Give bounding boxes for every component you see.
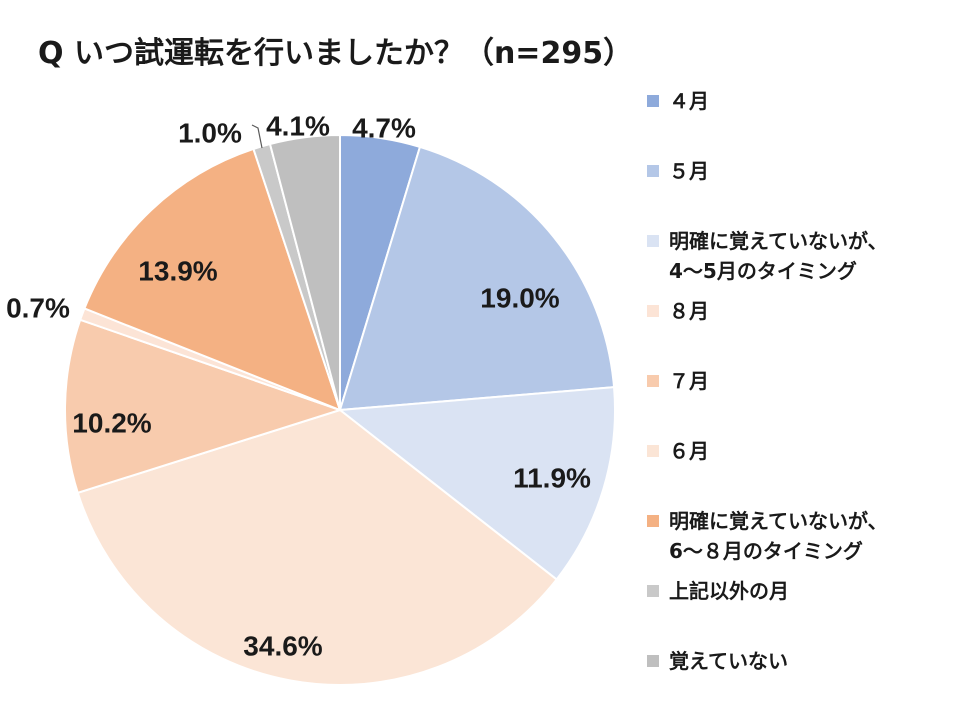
leader-line — [251, 124, 263, 149]
legend-swatch — [647, 515, 659, 527]
pie-slice-8 — [268, 133, 341, 411]
legend-label: ７月 — [669, 369, 709, 393]
data-label-1: 19.0% — [480, 282, 559, 313]
legend-swatch — [647, 445, 659, 457]
pie-slice-3 — [76, 408, 559, 686]
legend-swatch — [647, 95, 659, 107]
legend-label: ５月 — [669, 159, 709, 183]
legend-label: 明確に覚えていないが、 6～８月のタイミング — [669, 509, 888, 563]
legend-swatch — [647, 375, 659, 387]
legend-item: 明確に覚えていないが、 4～5月のタイミング — [645, 226, 950, 296]
legend-label: ８月 — [669, 299, 709, 323]
legend-item: ６月 — [645, 436, 950, 506]
legend-item: 覚えていない — [645, 646, 950, 716]
legend-label: 覚えていない — [669, 649, 788, 673]
legend-swatch — [647, 585, 659, 597]
data-label-5: 0.7% — [6, 292, 70, 323]
data-label-3: 34.6% — [243, 630, 322, 661]
legend-item: ８月 — [645, 296, 950, 366]
legend-label: ４月 — [669, 89, 709, 113]
legend-label: 明確に覚えていないが、 4～5月のタイミング — [669, 229, 888, 283]
pie-slice-1 — [338, 145, 616, 412]
legend: ４月 ５月明確に覚えていないが、 4～5月のタイミング ８月 ７月 ６月明確に覚えていな… — [645, 86, 950, 716]
legend-item: 明確に覚えていないが、 6～８月のタイミング — [645, 506, 950, 576]
pie-chart: 4.7% 19.0% 11.9% 34.6% 10.2% 0.7% 13.9% 1.0% 4.1… — [6, 110, 616, 686]
legend-swatch — [647, 235, 659, 247]
legend-label: ６月 — [669, 439, 709, 463]
legend-swatch — [647, 165, 659, 177]
legend-item: 上記以外の月 — [645, 576, 950, 646]
pie-slice-6 — [83, 147, 342, 412]
legend-item: ４月 — [645, 86, 950, 156]
legend-item: ５月 — [645, 156, 950, 226]
legend-item: ７月 — [645, 366, 950, 436]
data-label-4: 10.2% — [72, 407, 151, 438]
data-label-7: 1.0% — [178, 117, 242, 148]
data-label-0: 4.7% — [352, 112, 416, 143]
legend-swatch — [647, 655, 659, 667]
legend-label: 上記以外の月 — [669, 579, 789, 603]
data-label-8: 4.1% — [266, 110, 330, 141]
data-label-6: 13.9% — [138, 255, 217, 286]
legend-swatch — [647, 305, 659, 317]
pie-slice-4 — [64, 318, 344, 495]
pie-slice-2 — [337, 386, 616, 581]
data-label-2: 11.9% — [513, 462, 591, 493]
chart-title: Q いつ試運転を行いましたか？（n=295） — [38, 36, 634, 71]
